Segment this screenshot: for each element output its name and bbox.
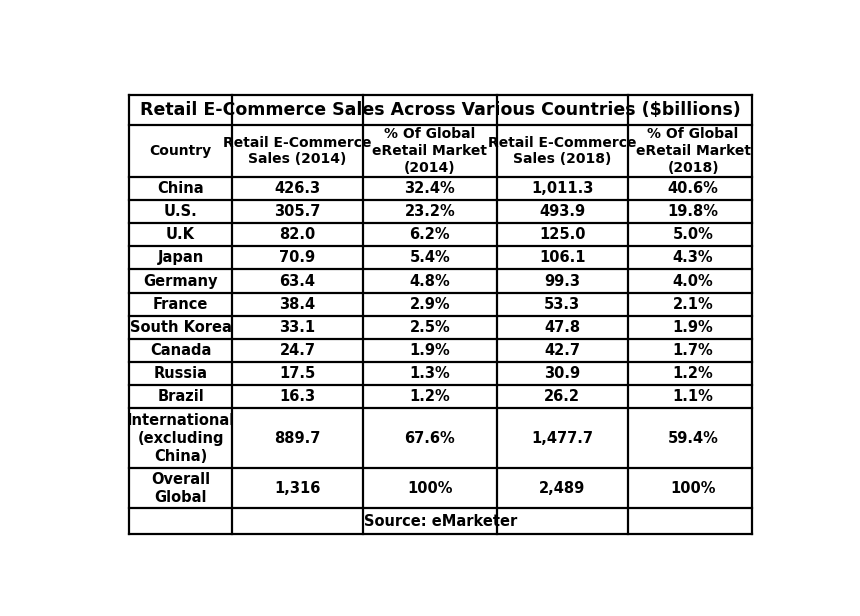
Text: 100%: 100% bbox=[670, 480, 716, 496]
Text: 1.9%: 1.9% bbox=[673, 320, 714, 334]
Text: 5.4%: 5.4% bbox=[409, 251, 451, 265]
Text: 426.3: 426.3 bbox=[274, 181, 321, 196]
Text: 4.3%: 4.3% bbox=[673, 251, 714, 265]
Text: 53.3: 53.3 bbox=[544, 297, 580, 312]
Text: Retail E-Commerce
Sales (2018): Retail E-Commerce Sales (2018) bbox=[488, 136, 636, 166]
Text: 100%: 100% bbox=[407, 480, 452, 496]
Text: 63.4: 63.4 bbox=[280, 274, 316, 288]
Text: 32.4%: 32.4% bbox=[404, 181, 455, 196]
Text: 1,477.7: 1,477.7 bbox=[531, 431, 593, 445]
Text: 1.2%: 1.2% bbox=[409, 389, 451, 404]
Text: Canada: Canada bbox=[150, 343, 212, 358]
Text: 99.3: 99.3 bbox=[544, 274, 580, 288]
Text: 889.7: 889.7 bbox=[274, 431, 321, 445]
Text: 40.6%: 40.6% bbox=[667, 181, 719, 196]
Text: 2.1%: 2.1% bbox=[673, 297, 714, 312]
Text: 4.8%: 4.8% bbox=[409, 274, 451, 288]
Text: 1.1%: 1.1% bbox=[673, 389, 714, 404]
Text: 38.4: 38.4 bbox=[280, 297, 316, 312]
Text: 305.7: 305.7 bbox=[274, 205, 321, 219]
Text: 2.9%: 2.9% bbox=[409, 297, 450, 312]
Text: % Of Global
eRetail Market
(2018): % Of Global eRetail Market (2018) bbox=[636, 127, 751, 175]
Text: 1,316: 1,316 bbox=[274, 480, 321, 496]
Text: 106.1: 106.1 bbox=[539, 251, 586, 265]
Text: 19.8%: 19.8% bbox=[667, 205, 719, 219]
Text: Brazil: Brazil bbox=[157, 389, 204, 404]
Text: 2.5%: 2.5% bbox=[409, 320, 451, 334]
Text: International
(excluding
China): International (excluding China) bbox=[126, 413, 235, 464]
Text: 23.2%: 23.2% bbox=[404, 205, 455, 219]
Text: Source: eMarketer: Source: eMarketer bbox=[364, 514, 518, 529]
Text: Russia: Russia bbox=[154, 366, 207, 381]
Text: 125.0: 125.0 bbox=[539, 227, 586, 242]
Text: 82.0: 82.0 bbox=[280, 227, 316, 242]
Text: 6.2%: 6.2% bbox=[409, 227, 450, 242]
Text: Overall
Global: Overall Global bbox=[151, 472, 210, 505]
Text: Japan: Japan bbox=[157, 251, 204, 265]
Text: South Korea: South Korea bbox=[130, 320, 231, 334]
Text: 26.2: 26.2 bbox=[544, 389, 580, 404]
Text: 1.2%: 1.2% bbox=[673, 366, 714, 381]
Text: 17.5: 17.5 bbox=[280, 366, 316, 381]
Text: 67.6%: 67.6% bbox=[404, 431, 455, 445]
Text: France: France bbox=[153, 297, 208, 312]
Text: Retail E-Commerce
Sales (2014): Retail E-Commerce Sales (2014) bbox=[224, 136, 372, 166]
Text: 70.9: 70.9 bbox=[280, 251, 316, 265]
Text: 1.7%: 1.7% bbox=[673, 343, 714, 358]
Text: Germany: Germany bbox=[144, 274, 218, 288]
Text: 2,489: 2,489 bbox=[539, 480, 586, 496]
Text: 30.9: 30.9 bbox=[544, 366, 580, 381]
Text: U.K: U.K bbox=[166, 227, 195, 242]
Text: 1.3%: 1.3% bbox=[409, 366, 451, 381]
Text: 1,011.3: 1,011.3 bbox=[531, 181, 593, 196]
Text: % Of Global
eRetail Market
(2014): % Of Global eRetail Market (2014) bbox=[372, 127, 488, 175]
Text: 493.9: 493.9 bbox=[539, 205, 586, 219]
Text: U.S.: U.S. bbox=[163, 205, 198, 219]
Text: Retail E-Commerce Sales Across Various Countries ($billions): Retail E-Commerce Sales Across Various C… bbox=[140, 101, 741, 119]
Text: 47.8: 47.8 bbox=[544, 320, 580, 334]
Text: 24.7: 24.7 bbox=[280, 343, 316, 358]
Text: 5.0%: 5.0% bbox=[673, 227, 714, 242]
Text: 16.3: 16.3 bbox=[280, 389, 316, 404]
Text: 42.7: 42.7 bbox=[544, 343, 580, 358]
Text: Country: Country bbox=[150, 144, 212, 158]
Text: 1.9%: 1.9% bbox=[409, 343, 451, 358]
Text: 59.4%: 59.4% bbox=[667, 431, 719, 445]
Text: 33.1: 33.1 bbox=[280, 320, 316, 334]
Text: 4.0%: 4.0% bbox=[673, 274, 714, 288]
Text: China: China bbox=[157, 181, 204, 196]
